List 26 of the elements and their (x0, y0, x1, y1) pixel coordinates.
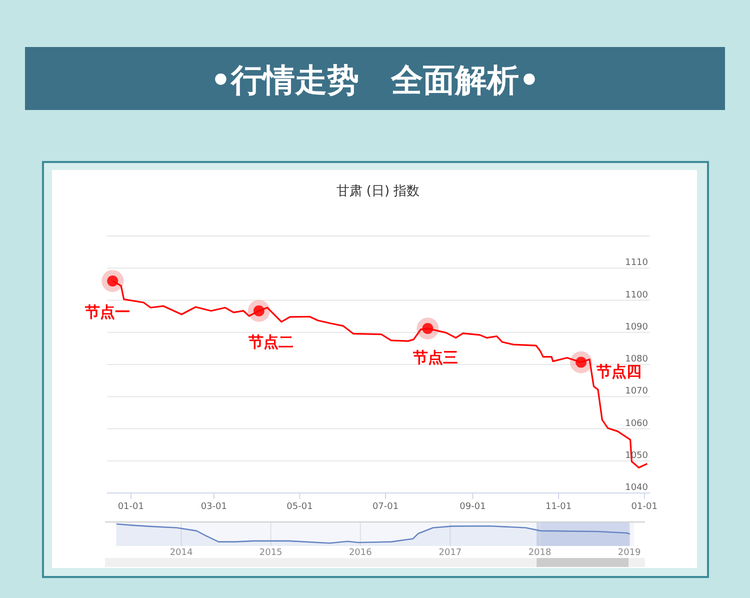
chart-title: •行情走势 全面解析• (210, 61, 540, 99)
x-tick-label: 07-01 (372, 502, 399, 512)
y-tick-label: 1100 (625, 290, 648, 300)
chart-subtitle: 甘肃 (日) 指数 (336, 184, 420, 199)
x-tick-label: 01-01 (631, 502, 658, 512)
x-tick-label: 2016 (348, 548, 372, 558)
x-tick-label: 03-01 (200, 502, 227, 512)
x-tick-label: 11-01 (545, 502, 572, 512)
x-tick-label: 2019 (618, 548, 642, 558)
y-tick-label: 1070 (625, 386, 648, 397)
annotation: 节点三 (412, 348, 458, 367)
y-tick-label: 1040 (625, 483, 648, 493)
x-tick-label: 2018 (528, 548, 552, 558)
annotation: 节点四 (596, 362, 642, 380)
x-tick-label: 09-01 (460, 502, 486, 512)
y-tick-label: 1110 (625, 258, 648, 268)
annotation: 节点一 (84, 302, 130, 321)
x-tick-label: 2017 (438, 548, 462, 558)
x-tick-label: 05-01 (286, 502, 313, 512)
y-tick-label: 1090 (625, 322, 648, 332)
y-tick-label: 1080 (625, 354, 648, 364)
x-tick-label: 2015 (259, 548, 282, 558)
y-tick-label: 1060 (625, 418, 648, 429)
x-tick-label: 01-01 (118, 502, 144, 512)
annotation: 节点二 (247, 332, 294, 351)
x-tick-label: 2014 (170, 548, 193, 558)
